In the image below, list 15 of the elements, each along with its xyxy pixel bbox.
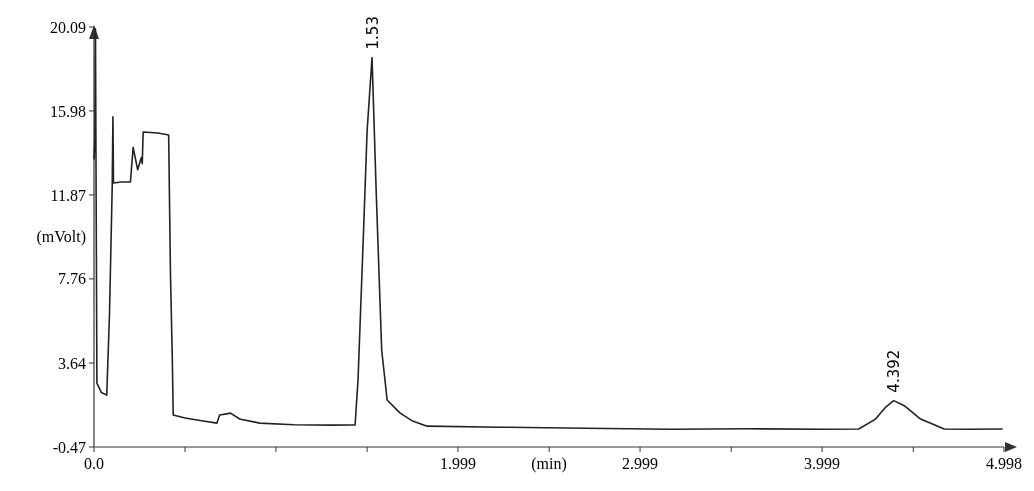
y-tick-label: -0.47 bbox=[52, 438, 86, 456]
x-tick-label: 3.999 bbox=[804, 455, 841, 472]
y-tick-label: 20.09 bbox=[50, 18, 86, 36]
y-axis-title: (mVolt) bbox=[36, 228, 86, 247]
x-axis-title: (min) bbox=[531, 455, 567, 473]
x-tick-label: 0.0 bbox=[84, 455, 104, 472]
x-tick-label: 4.998 bbox=[986, 455, 1022, 472]
x-tick-label: 2.999 bbox=[622, 455, 659, 472]
y-tick-label: 3.64 bbox=[58, 354, 86, 372]
annotation: 1.53 bbox=[363, 16, 382, 50]
y-tick-label: 11.87 bbox=[50, 186, 86, 204]
y-tick-label: 7.76 bbox=[58, 270, 86, 288]
y-tick-label: 15.98 bbox=[50, 102, 86, 120]
x-tick-label: 1.999 bbox=[439, 455, 476, 472]
annotation: 4.392 bbox=[884, 349, 903, 393]
